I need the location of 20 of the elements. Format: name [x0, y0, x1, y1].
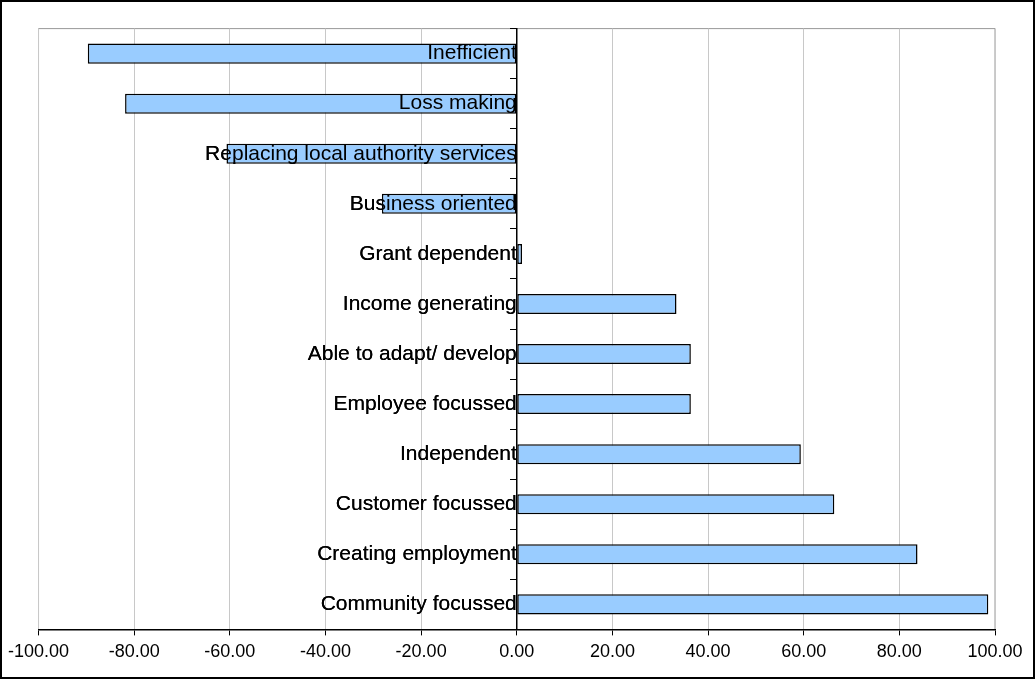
- x-tick-label: 20.00: [589, 641, 635, 662]
- y-tick-label: Income generating: [342, 290, 517, 314]
- y-tick-label: Creating employment: [317, 541, 517, 565]
- x-tick-label: 0.00: [499, 641, 535, 662]
- x-tick-label: -100.00: [7, 641, 70, 662]
- x-tick-label: -20.00: [395, 641, 447, 662]
- y-tick-label: Employee focussed: [333, 390, 517, 414]
- x-tick-label: 40.00: [685, 641, 731, 662]
- y-tick-label: Independent: [399, 440, 517, 464]
- x-tick-label: -60.00: [204, 641, 256, 662]
- y-tick-label: Loss making: [398, 90, 517, 114]
- y-tick-label: Able to adapt/ develop: [307, 340, 517, 364]
- x-tick-label: -40.00: [299, 641, 351, 662]
- y-tick-label: Grant dependent: [359, 240, 517, 264]
- x-tick-label: -80.00: [108, 641, 160, 662]
- x-tick-label: 100.00: [967, 641, 1023, 662]
- y-tick-label: Customer focussed: [335, 491, 517, 515]
- x-tick-label: 60.00: [781, 641, 827, 662]
- y-tick-label: Community focussed: [320, 591, 517, 615]
- x-tick-label: 80.00: [876, 641, 922, 662]
